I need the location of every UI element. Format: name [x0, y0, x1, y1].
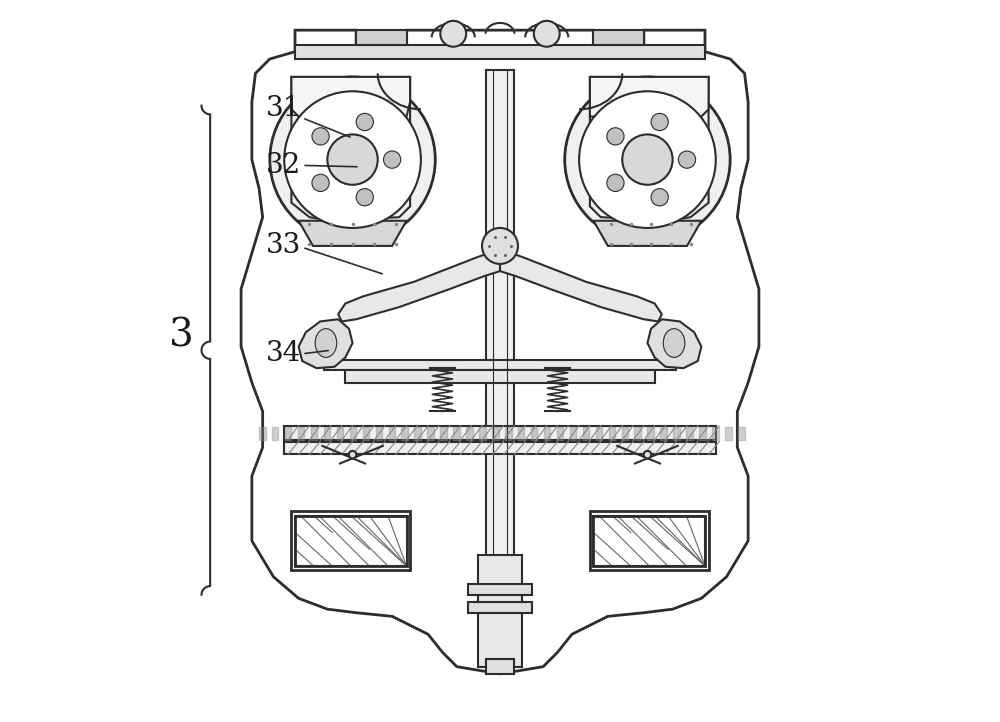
Polygon shape [241, 30, 759, 674]
Bar [478, 555, 522, 666]
Circle shape [579, 91, 716, 228]
Circle shape [356, 188, 373, 206]
Ellipse shape [663, 329, 685, 357]
Circle shape [622, 134, 673, 185]
Circle shape [440, 21, 466, 47]
Text: 3: 3 [169, 318, 194, 355]
Circle shape [651, 113, 668, 131]
Text: 33: 33 [266, 232, 302, 259]
Text: 31: 31 [266, 95, 302, 123]
Circle shape [356, 113, 373, 131]
Circle shape [383, 151, 401, 168]
Circle shape [270, 77, 435, 243]
Bar [468, 584, 532, 595]
Bar [295, 516, 407, 566]
Polygon shape [593, 30, 644, 45]
Polygon shape [299, 221, 407, 246]
Polygon shape [647, 319, 701, 368]
Bar [593, 516, 705, 566]
Circle shape [349, 451, 356, 458]
Polygon shape [291, 77, 410, 131]
Bar [295, 45, 705, 59]
Circle shape [534, 21, 560, 47]
Circle shape [312, 174, 329, 191]
Bar [291, 510, 410, 570]
Bar [486, 659, 514, 674]
Bar [345, 370, 655, 383]
Circle shape [651, 188, 668, 206]
Circle shape [327, 134, 378, 185]
Text: 32: 32 [266, 152, 302, 178]
Circle shape [284, 91, 421, 228]
Ellipse shape [315, 329, 337, 357]
Bar [295, 516, 407, 566]
Circle shape [607, 174, 624, 191]
Circle shape [565, 77, 730, 243]
Bar [590, 510, 709, 570]
Text: 34: 34 [266, 340, 302, 367]
Circle shape [644, 451, 651, 458]
Circle shape [607, 128, 624, 145]
Bar [593, 516, 705, 566]
Circle shape [678, 151, 696, 168]
Polygon shape [299, 319, 353, 368]
Polygon shape [590, 77, 709, 131]
Circle shape [312, 128, 329, 145]
Polygon shape [338, 250, 500, 321]
Bar [468, 602, 532, 613]
Bar [284, 426, 716, 440]
Polygon shape [356, 30, 407, 45]
Bar [324, 360, 676, 370]
Circle shape [482, 228, 518, 264]
Bar [486, 70, 514, 609]
Polygon shape [593, 221, 701, 246]
Bar [284, 442, 716, 454]
Polygon shape [500, 250, 662, 321]
